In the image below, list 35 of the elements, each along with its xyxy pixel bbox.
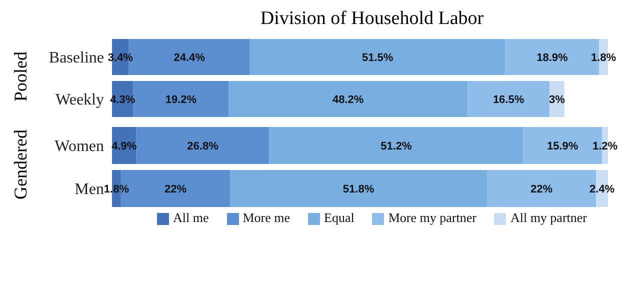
legend-label: More me	[242, 210, 290, 225]
y-axis-title: Pooled	[10, 50, 32, 102]
legend-label: More my partner	[388, 210, 476, 225]
data-label: 26.8%	[187, 140, 219, 152]
bar	[228, 81, 468, 117]
y-tick-label: Weekly	[56, 92, 104, 109]
data-label: 22%	[164, 183, 187, 196]
data-label: 1.8%	[590, 52, 616, 64]
y-tick-label: Baseline	[48, 50, 104, 67]
chart-title: Division of Household Labor	[259, 8, 485, 31]
data-label: 3%	[548, 94, 566, 106]
data-label: 19.2%	[165, 94, 197, 106]
data-label: 18.9%	[536, 52, 568, 64]
bar	[230, 170, 487, 207]
y-axis-title: Gendered	[10, 129, 32, 199]
legend-label: All me	[172, 210, 209, 225]
y-tick-label: Women	[54, 138, 104, 156]
y-tick-label: Men	[74, 181, 104, 198]
bar	[250, 39, 506, 75]
data-label: 24.4%	[174, 52, 206, 64]
bar	[136, 127, 270, 164]
data-label: 48.2%	[332, 94, 364, 106]
legend-label: Equal	[324, 210, 354, 225]
data-label: 16.5%	[492, 94, 524, 106]
data-label: 51.2%	[380, 140, 412, 152]
bar	[133, 81, 229, 117]
bar	[269, 127, 524, 164]
data-label: 51.8%	[342, 183, 374, 196]
data-label: 2.4%	[590, 183, 615, 196]
data-label: 22%	[530, 183, 553, 196]
data-label: 51.5%	[362, 52, 394, 64]
bar	[468, 81, 550, 117]
legend-label: All my partner	[510, 210, 587, 225]
data-label: 1.2%	[592, 140, 618, 152]
data-label: 15.9%	[547, 140, 578, 152]
